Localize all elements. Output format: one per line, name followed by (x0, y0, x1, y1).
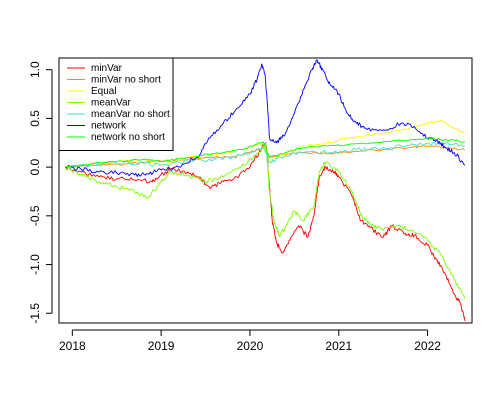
x-tick-label: 2019 (148, 339, 175, 353)
x-tick-label: 2021 (325, 339, 352, 353)
y-tick-label: 1.0 (28, 61, 42, 78)
x-tick-label: 2020 (237, 339, 264, 353)
y-tick-label: -1.5 (28, 303, 42, 324)
y-tick-label: -0.5 (28, 205, 42, 226)
x-tick-label: 2022 (414, 339, 441, 353)
series-line-meanvar-no-short (65, 141, 466, 169)
y-tick-label: -1.0 (28, 254, 42, 275)
legend-entry: Equal (91, 86, 117, 97)
series-line-network-no-short (65, 137, 465, 168)
y-tick-label: 0.0 (28, 158, 42, 175)
y-axis: 1.0 0.5 0.0 -0.5 -1.0 -1.5 (28, 61, 53, 324)
legend-entry: meanVar no short (91, 109, 170, 120)
plot-frame (58, 57, 473, 324)
x-tick-label: 2018 (59, 339, 86, 353)
y-tick-label: 0.5 (28, 110, 42, 127)
legend-entry: meanVar (91, 98, 132, 109)
legend-entry: network (91, 121, 127, 132)
legend-entry: network no short (91, 132, 165, 143)
x-axis: 2018 2019 2020 2021 2022 (59, 329, 441, 353)
series-line-meanvar (64, 142, 466, 299)
legend-entry: minVar (91, 63, 123, 74)
series-line-minvar (64, 142, 466, 322)
series-line-network (65, 59, 466, 177)
series-layer (64, 59, 466, 322)
legend-entry: minVar no short (91, 75, 161, 86)
legend-box (58, 57, 174, 151)
series-line-equal (65, 119, 466, 168)
